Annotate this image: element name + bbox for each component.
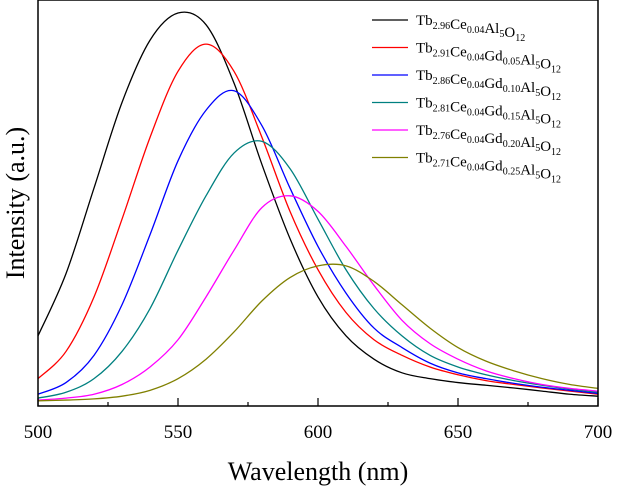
legend-entry-1: Tb2.96Ce0.04Al5O12 <box>372 13 525 44</box>
legend-entry-5: Tb2.76Ce0.04Gd0.20Al5O12 <box>372 123 561 158</box>
legend-label: Tb2.81Ce0.04Gd0.15Al5O12 <box>416 96 561 131</box>
x-tick-label-650: 650 <box>444 422 473 443</box>
y-axis-title: Intensity (a.u.) <box>1 127 30 279</box>
legend-label: Tb2.91Ce0.04Gd0.05Al5O12 <box>416 41 561 76</box>
x-tick-label-700: 700 <box>584 422 613 443</box>
series-line-5 <box>37 195 599 401</box>
series-line-4 <box>37 140 599 399</box>
legend-label: Tb2.71Ce0.04Gd0.25Al5O12 <box>416 151 561 186</box>
x-axis-title: Wavelength (nm) <box>228 457 409 486</box>
series-line-1 <box>37 11 599 397</box>
series-line-6 <box>37 263 599 402</box>
x-tick-label-600: 600 <box>304 422 333 443</box>
series-lines <box>37 11 599 402</box>
x-axis-ticks <box>37 398 599 406</box>
legend-label: Tb2.86Ce0.04Gd0.10Al5O12 <box>416 68 561 103</box>
x-axis-tick-labels: 500 550 600 650 700 <box>24 422 613 443</box>
legend: Tb2.96Ce0.04Al5O12Tb2.91Ce0.04Gd0.05Al5O… <box>372 13 561 186</box>
series-line-3 <box>37 89 599 395</box>
legend-label: Tb2.96Ce0.04Al5O12 <box>416 13 525 44</box>
legend-entry-2: Tb2.91Ce0.04Gd0.05Al5O12 <box>372 41 561 76</box>
x-tick-label-550: 550 <box>164 422 193 443</box>
x-tick-label-500: 500 <box>24 422 53 443</box>
legend-entry-4: Tb2.81Ce0.04Gd0.15Al5O12 <box>372 96 561 131</box>
legend-entry-6: Tb2.71Ce0.04Gd0.25Al5O12 <box>372 151 561 186</box>
legend-label: Tb2.76Ce0.04Gd0.20Al5O12 <box>416 123 561 158</box>
series-line-2 <box>37 43 599 395</box>
legend-entry-3: Tb2.86Ce0.04Gd0.10Al5O12 <box>372 68 561 103</box>
